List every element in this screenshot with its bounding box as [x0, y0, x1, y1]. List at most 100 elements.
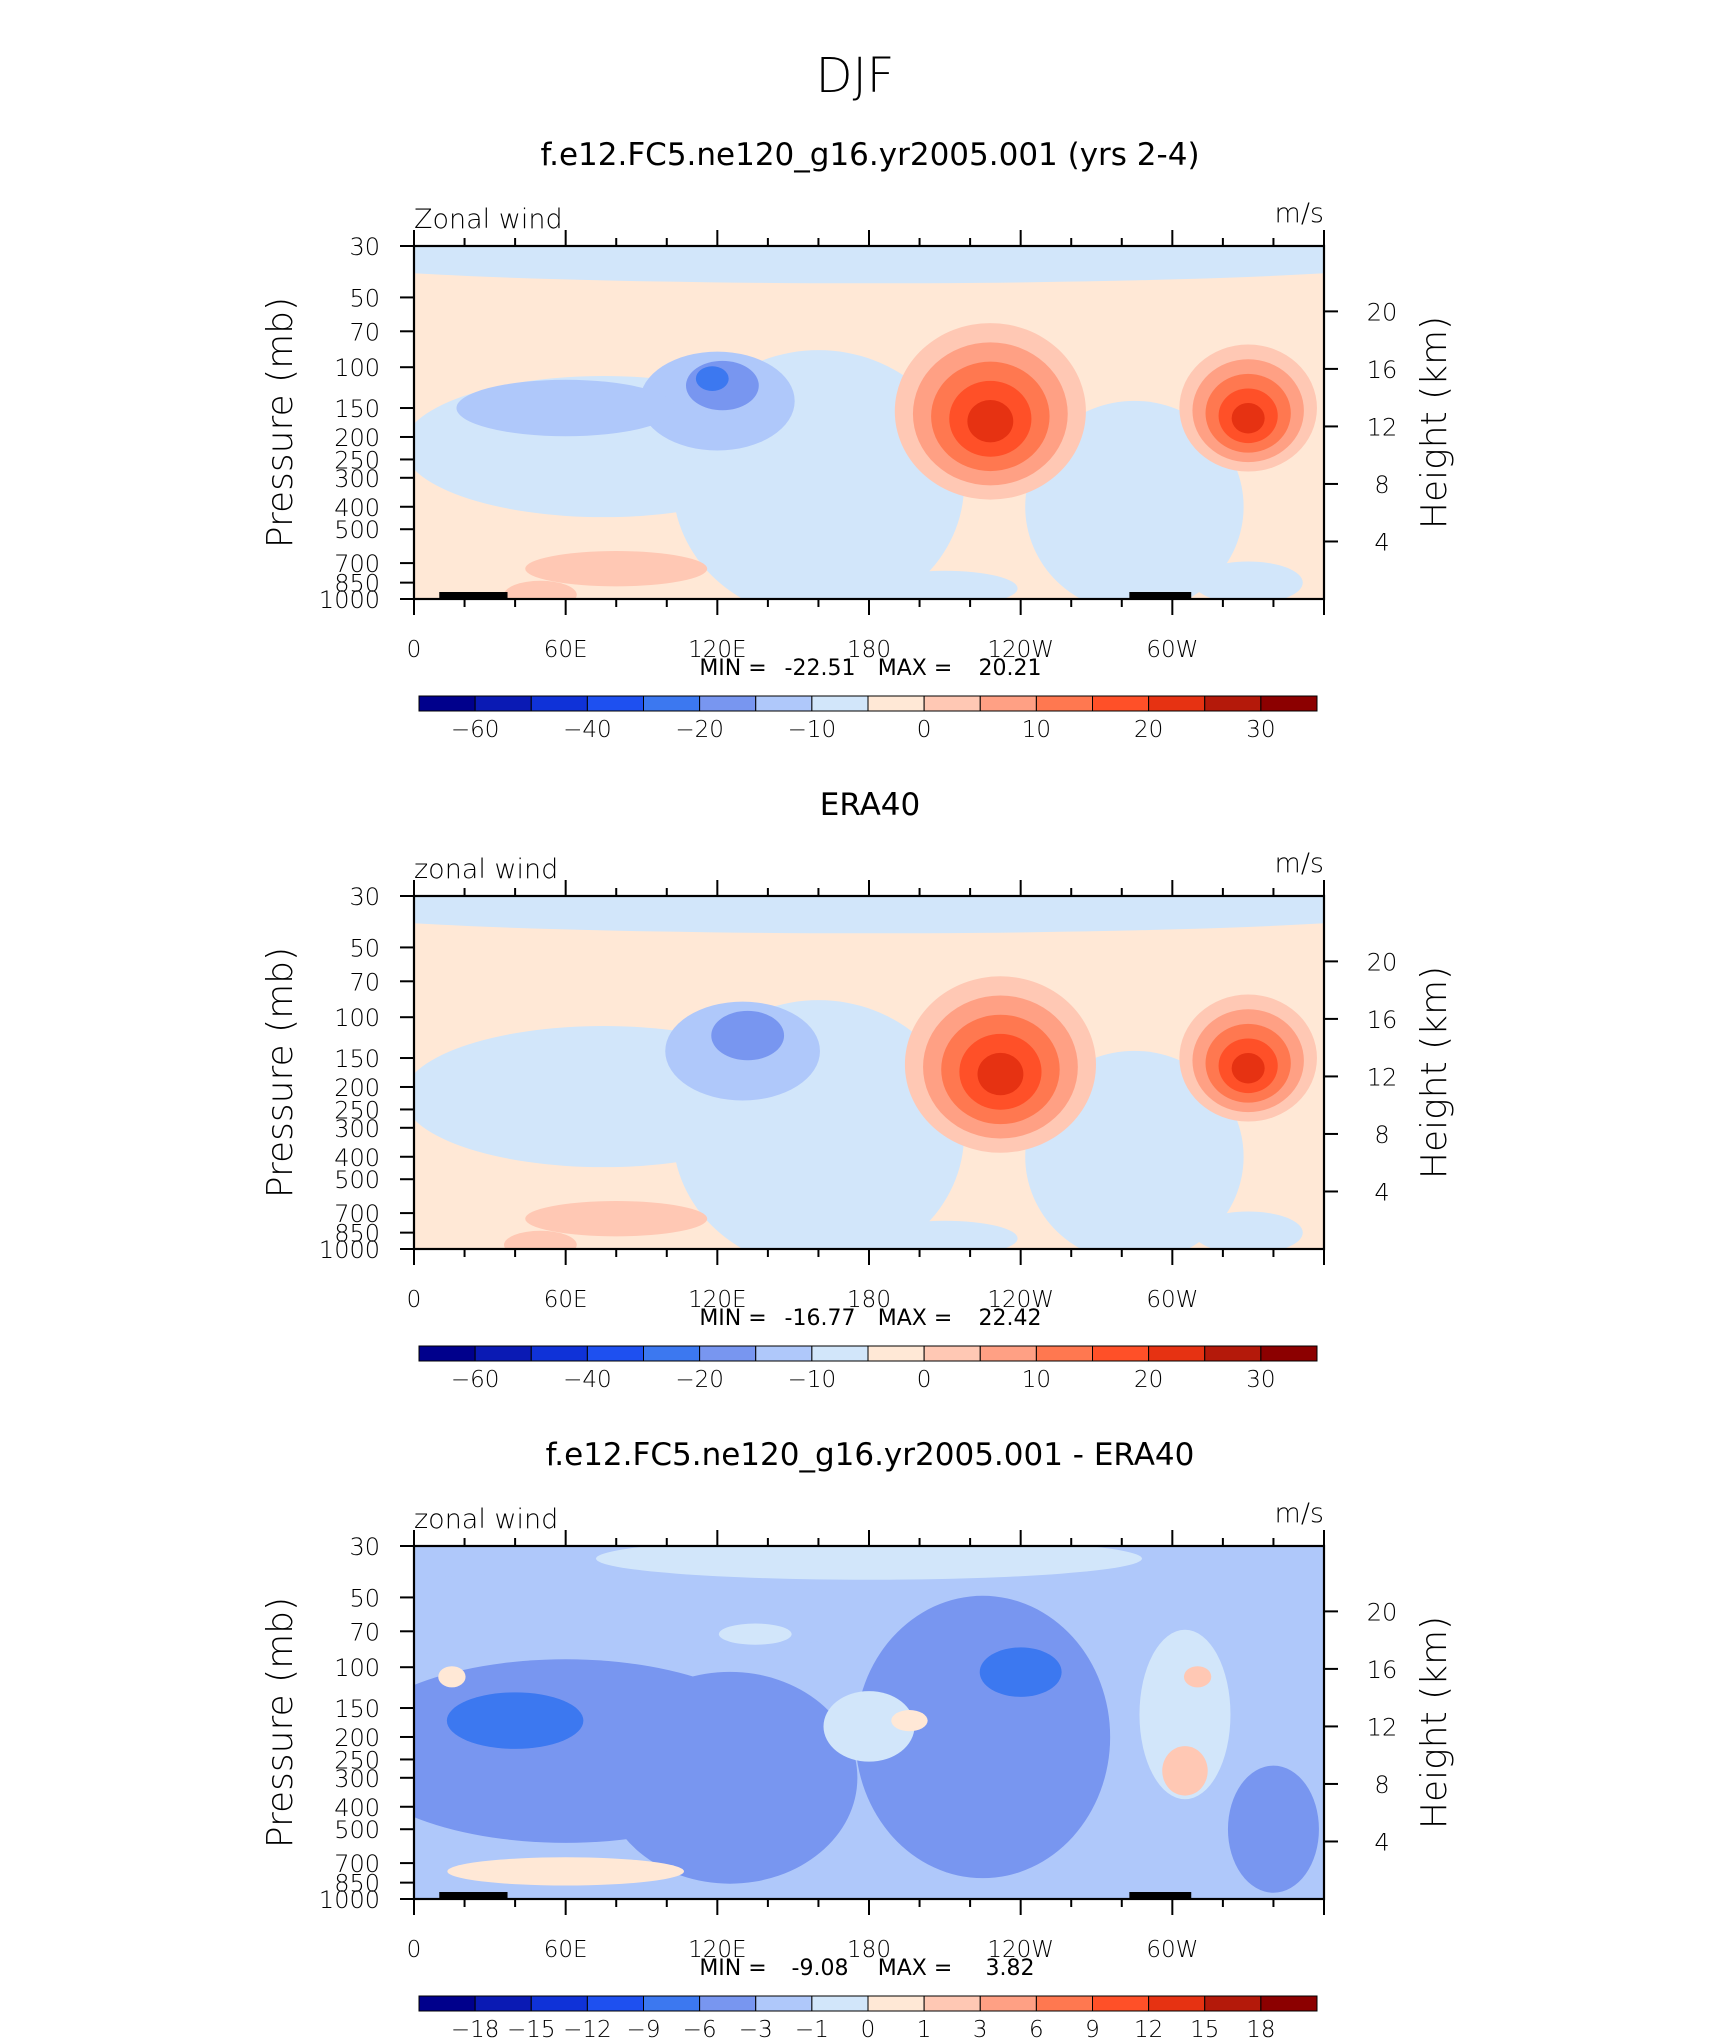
- panel-1-lowlevel-easterly: [872, 570, 1018, 599]
- panel-2-colorbar-box: [867, 1345, 925, 1362]
- panel-1-y-right-tick-label: 20: [1367, 298, 1398, 326]
- panel-1-title: f.e12.FC5.ne120_g16.yr2005.001 (yrs 2-4): [540, 137, 1199, 173]
- panel-1-colorbar-label: −40: [563, 717, 612, 743]
- panel-2-colorbar-label: 30: [1246, 1367, 1275, 1393]
- panel-3-x-tick-label: 60W: [1146, 1937, 1198, 1963]
- panel-1-strat-band: [414, 246, 1324, 284]
- panel-3-colorbar-box: [1204, 1995, 1262, 2012]
- panel-1-y-tick-label: 700: [334, 550, 380, 578]
- panel-2-min-value: -16.77: [785, 1306, 856, 1331]
- panel-2-colorbar-label: −60: [451, 1367, 500, 1393]
- panel-3-x-tick-label: 120E: [688, 1937, 746, 1963]
- panel-3-title: f.e12.FC5.ne120_g16.yr2005.001 - ERA40: [546, 1437, 1195, 1473]
- panel-1-lowlevel-easterly-2: [1193, 561, 1303, 599]
- panel-3-y-tick-label: 100: [334, 1654, 380, 1682]
- panel-3-lowlevel-pos: [447, 1857, 684, 1886]
- panel-2-units-label: m/s: [1275, 848, 1324, 879]
- panel-1-colorbar-box: [418, 695, 476, 712]
- panel-1-x-tick-label: 120E: [688, 637, 746, 663]
- panel-1-y-right-tick-label: 4: [1374, 528, 1389, 556]
- panel-3-pos-zone-1: [823, 1691, 915, 1762]
- panel-2-colorbar-box: [923, 1345, 981, 1362]
- panel-3-y-tick-label: 50: [349, 1584, 380, 1612]
- panel-2-colorbar-box: [586, 1345, 644, 1362]
- panel-1-colorbar-box: [586, 695, 644, 712]
- panel-3-colorbar-label: −12: [563, 2017, 612, 2038]
- panel-1-colorbar-box: [1035, 695, 1093, 712]
- panel-3-topography-africa: [439, 1892, 508, 1899]
- panel-2-colorbar-label: 0: [917, 1367, 932, 1393]
- panel-1-colorbar-box: [755, 695, 813, 712]
- panel-2-y-tick-label: 50: [349, 934, 380, 962]
- panel-1-surface-westerly: [503, 580, 577, 599]
- panel-3-colorbar-label: 0: [861, 2017, 876, 2038]
- panel-3-pos-core-3: [1183, 1666, 1212, 1688]
- panel-3-pos-core-1: [891, 1710, 928, 1732]
- panel-3-colorbar-box: [1035, 1995, 1093, 2012]
- panel-1-colorbar-box: [811, 695, 869, 712]
- panel-1-y-right-tick-label: 16: [1367, 356, 1398, 384]
- panel-3-min-value: -9.08: [792, 1956, 849, 1981]
- panel-2-lowlevel-easterly: [872, 1220, 1018, 1249]
- panel-1-x-tick-label: 0: [407, 637, 422, 663]
- panel-3-pos-core-2: [1162, 1746, 1208, 1796]
- panel-3-y-right-tick-label: 8: [1374, 1771, 1389, 1799]
- panel-1-jet-2-level-4: [1231, 402, 1265, 434]
- panel-2-y-tick-label: 150: [334, 1045, 380, 1073]
- panel-2-y-right-tick-label: 16: [1367, 1006, 1398, 1034]
- panel-3-topography-andes: [1129, 1892, 1192, 1899]
- panel-1-colorbar-box: [867, 695, 925, 712]
- panel-1-colorbar-box: [1260, 695, 1318, 712]
- panel-2-y-tick-label: 300: [334, 1115, 380, 1143]
- panel-1-y-right-tick-label: 8: [1374, 471, 1389, 499]
- panel-2-colorbar-label: 10: [1022, 1367, 1051, 1393]
- panel-2-x-tick-label: 120W: [987, 1287, 1054, 1313]
- panel-2-max-label: MAX =: [878, 1306, 953, 1331]
- panel-2-y-tick-label: 500: [334, 1166, 380, 1194]
- panel-2-y-tick-label: 400: [334, 1144, 380, 1172]
- panel-2-colorbar-box: [979, 1345, 1037, 1362]
- panel-1-max-label: MAX =: [878, 656, 953, 681]
- panel-2-easterly-core: [711, 1010, 785, 1061]
- panel-2-colorbar-box: [1035, 1345, 1093, 1362]
- panel-3-colorbar-label: 18: [1246, 2017, 1275, 2038]
- panel-2-max-value: 22.42: [979, 1306, 1042, 1331]
- panel-1-y-tick-label: 150: [334, 395, 380, 423]
- panel-2-jet-2-level-4: [1231, 1052, 1265, 1084]
- panel-1-y-tick-label: 1000: [319, 586, 380, 614]
- panel-1-y-right-tick-label: 12: [1367, 413, 1398, 441]
- panel-1-field: [414, 246, 1324, 599]
- panel-2-x-tick-label: 60E: [544, 1287, 588, 1313]
- panel-3-upper-pos: [718, 1623, 792, 1645]
- panel-2-colorbar-box: [418, 1345, 476, 1362]
- panel-2-colorbar-box: [699, 1345, 757, 1362]
- panel-1-x-tick-label: 180: [847, 637, 891, 663]
- panel-1-colorbar-label: 30: [1246, 717, 1275, 743]
- panel-1-colorbar-box: [1092, 695, 1150, 712]
- panel-1-colorbar-box: [699, 695, 757, 712]
- panel-2-y-right-tick-label: 20: [1367, 948, 1398, 976]
- panel-3-colorbar-box: [1092, 1995, 1150, 2012]
- panel-1-colorbar-box: [474, 695, 532, 712]
- panel-2-x-tick-label: 60W: [1146, 1287, 1198, 1313]
- panel-3-colorbar-box: [867, 1995, 925, 2012]
- panel-3-colorbar-label: 15: [1190, 2017, 1219, 2038]
- panel-3-y-tick-label: 300: [334, 1765, 380, 1793]
- panel-1-y-tick-label: 300: [334, 465, 380, 493]
- panel-2-min-label: MIN =: [699, 1306, 766, 1331]
- panel-2-y-tick-label: 70: [349, 968, 380, 996]
- panel-2-y-tick-label: 700: [334, 1200, 380, 1228]
- panel-3-x-tick-label: 180: [847, 1937, 891, 1963]
- panel-3-y-tick-label: 400: [334, 1794, 380, 1822]
- panel-3-y-right-axis-title: Height (km): [1414, 1616, 1455, 1829]
- panel-1-y-tick-label: 500: [334, 516, 380, 544]
- panel-2-colorbar-label: −20: [675, 1367, 724, 1393]
- panel-1-y-tick-label: 850: [334, 570, 380, 598]
- panel-2-y-right-axis-title: Height (km): [1414, 966, 1455, 1179]
- panel-1-max-value: 20.21: [979, 656, 1042, 681]
- panel-1-colorbar-label: 10: [1022, 717, 1051, 743]
- panel-2-colorbar-label: 20: [1134, 1367, 1163, 1393]
- panel-1-colorbar-box: [923, 695, 981, 712]
- panel-1-min-value: -22.51: [785, 656, 856, 681]
- panel-1-y-tick-label: 250: [334, 446, 380, 474]
